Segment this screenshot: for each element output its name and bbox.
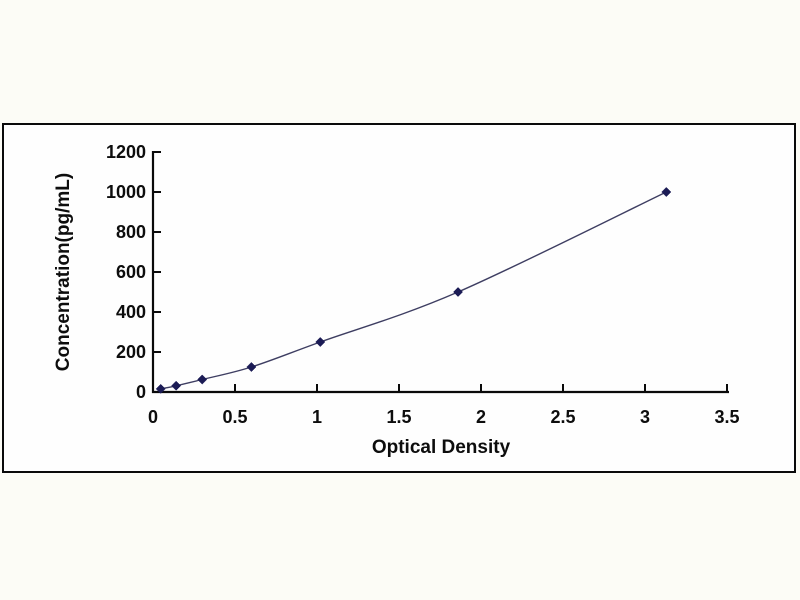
y-tick-label: 400 — [115, 302, 146, 322]
standard-curve-line — [160, 191, 667, 390]
x-tick-label: 0.5 — [222, 407, 248, 427]
y-tick-label: 800 — [115, 222, 146, 242]
y-tick-label: 1200 — [105, 142, 146, 162]
x-tick-label: 0 — [147, 407, 158, 427]
data-point-marker — [197, 374, 208, 385]
x-tick-label: 1.5 — [386, 407, 412, 427]
data-point-marker — [661, 187, 672, 197]
x-tick-label: 3 — [639, 407, 650, 427]
x-tick-label: 2 — [475, 407, 486, 427]
data-point-marker — [155, 383, 166, 394]
data-point-marker — [171, 380, 182, 391]
x-tick-label: 2.5 — [550, 407, 576, 427]
chart-frame — [2, 123, 796, 473]
x-tick-label: 3.5 — [714, 407, 740, 427]
y-tick-label: 0 — [135, 382, 146, 402]
x-axis-title: Optical Density — [371, 437, 511, 458]
data-point-marker — [315, 337, 326, 347]
y-tick-label: 600 — [115, 262, 146, 282]
data-point-marker — [246, 362, 257, 372]
data-point-marker — [453, 287, 463, 297]
x-tick-label: 1 — [311, 407, 322, 427]
y-tick-label: 200 — [115, 342, 146, 362]
y-tick-label: 1000 — [105, 182, 146, 202]
